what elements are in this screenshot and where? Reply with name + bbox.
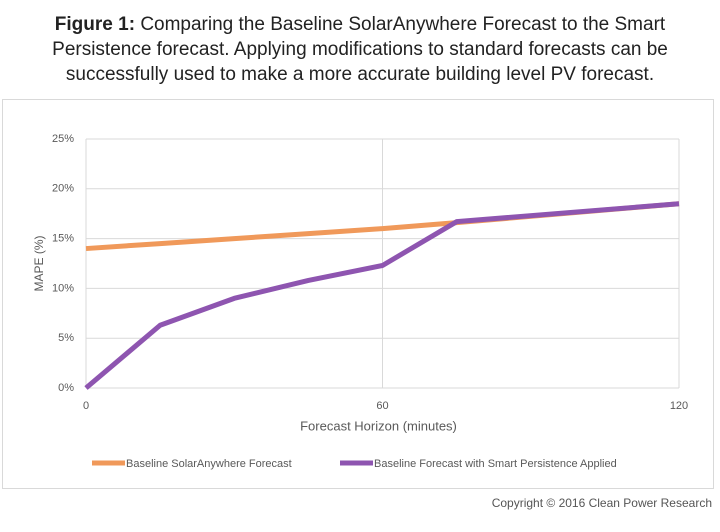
legend-label: Baseline Forecast with Smart Persistence… <box>374 458 617 470</box>
x-axis-label: Forecast Horizon (minutes) <box>300 418 457 433</box>
y-tick-label: 5% <box>58 332 74 344</box>
x-tick-label: 0 <box>83 400 89 412</box>
title: Figure 1: Comparing the Baseline SolarAn… <box>20 12 700 87</box>
data-line <box>84 201 680 390</box>
x-tick-label: 60 <box>376 400 388 412</box>
legend-label: Baseline SolarAnywhere Forecast <box>126 458 292 470</box>
y-tick-label: 20% <box>52 183 74 195</box>
title-text: Comparing the Baseline SolarAnywhere For… <box>52 14 668 85</box>
y-axis-label: MAPE (%) <box>32 235 46 291</box>
title-label: Figure 1: <box>54 14 136 35</box>
x-tick-label: 120 <box>670 400 688 412</box>
footer: Copyright © 2016 Clean Power Research <box>491 496 712 510</box>
y-tick-label: 15% <box>52 233 74 245</box>
y-tick-label: 0% <box>58 382 74 394</box>
y-tick-label: 10% <box>52 282 74 294</box>
chart-frame <box>2 99 714 489</box>
y-tick-label: 25% <box>52 133 74 145</box>
